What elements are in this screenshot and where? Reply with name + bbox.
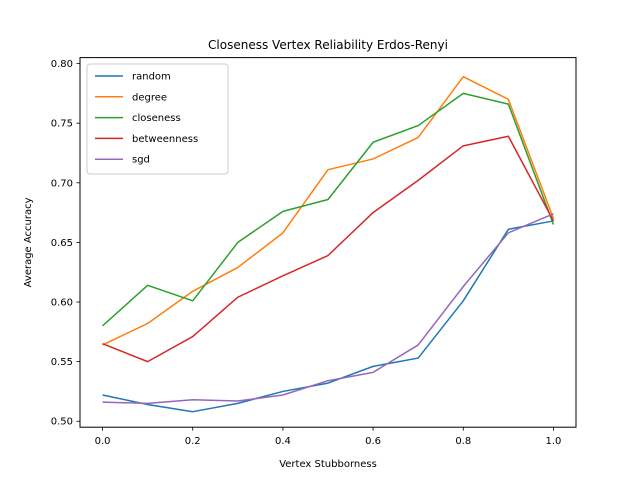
legend-label-random: random — [132, 72, 171, 83]
chart-title: Closeness Vertex Reliability Erdos-Renyi — [208, 38, 448, 52]
y-tick-label: 0.75 — [51, 119, 73, 130]
series-line-degree — [102, 75, 555, 346]
legend-box — [86, 63, 229, 175]
x-tick-label: 0.4 — [275, 436, 291, 447]
legend-label-closeness: closeness — [132, 113, 181, 124]
y-tick-label: 0.60 — [51, 298, 73, 309]
series-line-sgd — [102, 213, 554, 405]
x-tick-label: 0.0 — [95, 436, 111, 447]
y-tick-label: 0.55 — [51, 357, 73, 368]
legend-label-degree: degree — [132, 92, 167, 103]
y-tick-label: 0.80 — [51, 59, 73, 70]
series-line-closeness — [102, 92, 555, 327]
x-axis-title: Vertex Stubborness — [279, 459, 377, 470]
y-tick-label: 0.70 — [51, 178, 73, 189]
legend: random degree closeness betweenness sgd — [86, 63, 229, 175]
x-tick-label: 1.0 — [546, 436, 562, 447]
plot-area — [102, 75, 555, 413]
y-axis-title: Average Accuracy — [23, 197, 34, 287]
legend-label-sgd: sgd — [132, 155, 150, 166]
legend-label-betweenness: betweenness — [132, 134, 198, 145]
y-tick-label: 0.65 — [51, 238, 73, 249]
y-axis: 0.50 0.55 0.60 0.65 0.70 0.75 0.80 — [51, 59, 80, 428]
y-tick-label: 0.50 — [51, 417, 73, 428]
x-tick-label: 0.6 — [365, 436, 381, 447]
series-line-betweenness — [102, 135, 555, 363]
series-line-random — [102, 220, 554, 413]
x-tick-label: 0.8 — [455, 436, 471, 447]
x-tick-label: 0.2 — [185, 436, 201, 447]
x-axis: 0.0 0.2 0.4 0.6 0.8 1.0 — [95, 427, 562, 447]
